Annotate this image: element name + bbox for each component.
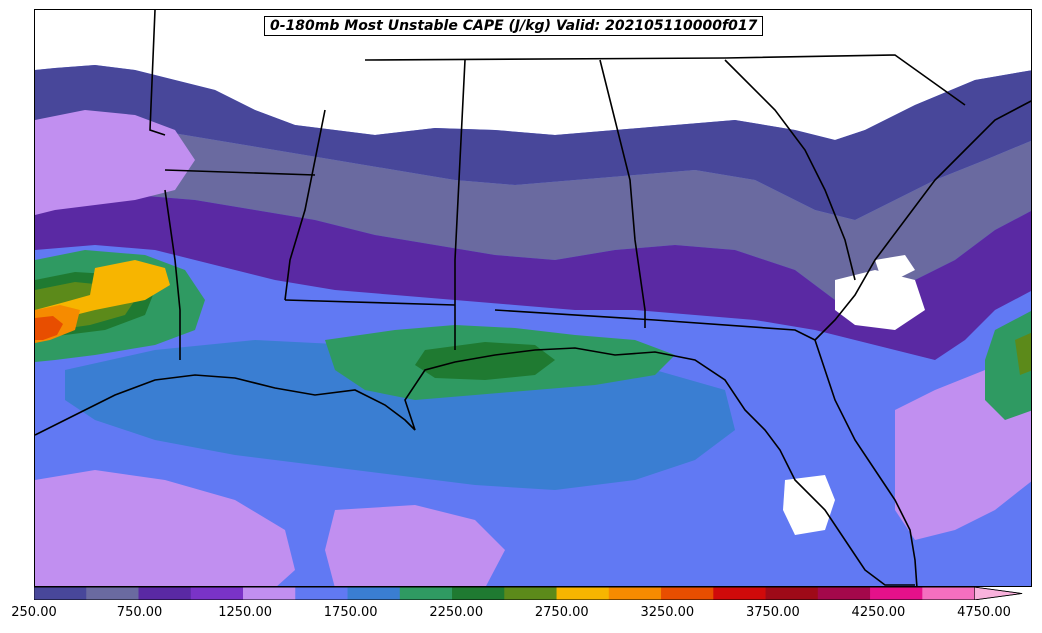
ar-la-border [164,169,316,176]
nc-border [724,54,966,106]
colorbar-segment [243,587,296,600]
al-ga-border [599,59,646,328]
tn-north-border [364,57,726,61]
map-title: 0-180mb Most Unstable CAPE (J/kg) Valid:… [264,16,764,36]
colorbar-segment [399,587,453,600]
colorbar-tick-label: 4750.00 [957,605,1011,620]
no-cape-sc [835,270,925,330]
no-cape-north [35,10,1031,140]
colorbar-segment [452,587,505,600]
cape-1250-patch-south [35,470,295,586]
cape-750-band [35,195,1031,360]
colorbar-segment [556,587,610,600]
colorbar-segment [190,587,244,600]
cape-2500-east [1015,332,1031,375]
tx-la-border [164,189,181,360]
colorbar-tick-label: 750.00 [116,605,163,620]
colorbar-tick-label: 3250.00 [640,605,695,620]
no-cape-fl [783,475,835,535]
colorbar-segment [86,587,140,600]
colorbar-segment [608,587,662,600]
fl-east-coast [814,339,918,586]
colorbar-tick-label: 1750.00 [323,605,378,620]
ms-river-border [284,109,326,301]
atlantic-coast [814,100,1031,341]
fl-ga-border [494,309,816,341]
cape-250-band [35,65,1031,220]
colorbar-tick-label: 2750.00 [534,605,589,620]
cape-map [35,10,1031,586]
ga-sc-border [724,59,856,281]
colorbar-segment [765,587,819,600]
colorbar-segment [34,587,87,600]
colorbar-tick-label: 1250.00 [218,605,272,620]
boundaries [35,10,1031,586]
colorbar-segment [347,587,401,600]
no-cape-east [875,255,915,280]
cape-3250-core [35,316,63,340]
colorbar-segment [922,587,976,600]
cape-1250-patch-sw [325,505,505,586]
ok-border [149,10,166,136]
colorbar-tick-label: 4250.00 [851,605,906,620]
colorbar-tick-labels: 250.00 750.00 1250.00 1750.00 2250.00 2750.00… [0,605,1042,625]
colorbar-segment [713,587,767,600]
colorbar-outline [34,587,1023,600]
map-frame: 0-180mb Most Unstable CAPE (J/kg) Valid:… [34,9,1032,587]
colorbar-segment [817,587,871,600]
colorbar-segment [295,587,349,600]
colorbar-extend-arrow [974,587,1023,600]
colorbar-segment [138,587,192,600]
cape-1250-patch-west [35,110,195,215]
colorbar-tick-label: 3750.00 [745,605,800,620]
colorbar [34,587,1023,600]
colorbar-segment [504,587,558,600]
colorbar-segment [870,587,923,600]
colorbar-tick-label: 2250.00 [429,605,484,620]
gulf-coastline [35,347,915,586]
la-north-border [284,299,456,306]
cape-500-band [35,130,1031,310]
colorbar-tick-label: 250.00 [11,605,57,620]
colorbar-segment [661,587,714,600]
ms-al-border [454,59,466,350]
